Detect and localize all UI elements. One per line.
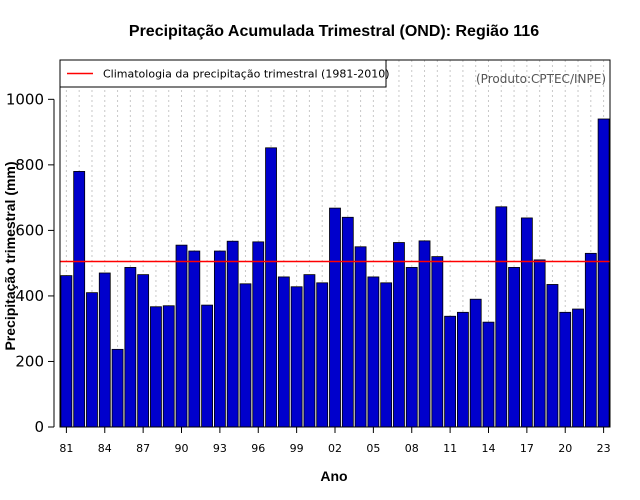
bar-2003 — [341, 216, 354, 428]
chart-title: Precipitação Acumulada Trimestral (OND):… — [129, 23, 539, 40]
bar-2005 — [367, 276, 380, 428]
bar-2007 — [393, 242, 405, 428]
bar-1994 — [226, 240, 239, 428]
bar-2020 — [559, 311, 572, 428]
x-tick-label-96: 96 — [251, 442, 265, 455]
bar-2015 — [495, 206, 508, 428]
x-tick-label-17: 17 — [520, 442, 534, 455]
y-tick-label-400: 400 — [15, 287, 44, 305]
bar-1999 — [290, 286, 303, 428]
bar-1985 — [111, 348, 124, 428]
x-tick-label-81: 81 — [59, 442, 73, 455]
bar-2021 — [572, 308, 584, 428]
bars-group — [60, 118, 610, 428]
x-tick-label-93: 93 — [213, 442, 227, 455]
bar-1998 — [277, 276, 290, 428]
bar-1997 — [265, 147, 277, 428]
bar-1990 — [175, 244, 188, 428]
bar-2000 — [303, 274, 316, 428]
bar-1983 — [86, 292, 98, 428]
bar-1995 — [239, 283, 252, 428]
credit-annotation: (Produto:CPTEC/INPE) — [476, 72, 606, 86]
bar-2004 — [354, 246, 367, 428]
x-tick-label-05: 05 — [366, 442, 380, 455]
bar-1981 — [60, 275, 73, 428]
bar-2012 — [457, 311, 469, 428]
bar-1993 — [213, 250, 226, 428]
x-tick-label-99: 99 — [290, 442, 304, 455]
x-tick-label-14: 14 — [481, 442, 495, 455]
bar-2014 — [482, 321, 495, 428]
y-tick-label-600: 600 — [15, 221, 44, 239]
x-axis: 81 84 87 90 93 96 99 02 05 08 11 14 17 20 23 — [59, 427, 611, 455]
bar-1996 — [252, 241, 265, 428]
y-tick-label-1000: 1000 — [6, 90, 44, 108]
legend: Climatologia da precipitação trimestral … — [59, 59, 390, 88]
bar-2019 — [546, 284, 559, 428]
x-tick-label-02: 02 — [328, 442, 342, 455]
x-tick-label-90: 90 — [175, 442, 189, 455]
bar-2013 — [469, 298, 482, 428]
bar-1989 — [162, 305, 175, 428]
bar-1987 — [137, 274, 150, 428]
bar-2022 — [584, 252, 597, 428]
bar-2002 — [329, 207, 341, 428]
bar-1992 — [201, 304, 213, 428]
bar-2010 — [431, 256, 444, 428]
bar-2011 — [444, 315, 457, 428]
x-tick-label-20: 20 — [558, 442, 572, 455]
y-tick-label-800: 800 — [15, 156, 44, 174]
bar-2008 — [405, 267, 418, 428]
x-tick-label-08: 08 — [405, 442, 419, 455]
y-tick-label-0: 0 — [34, 418, 44, 436]
y-axis-label: Precipitação trimestral (mm) — [2, 161, 18, 350]
y-tick-label-200: 200 — [15, 352, 44, 370]
bar-1984 — [98, 272, 111, 428]
x-tick-label-23: 23 — [597, 442, 611, 455]
x-axis-label: Ano — [320, 468, 347, 484]
y-axis: 0 200 400 600 800 1000 — [6, 90, 55, 436]
bar-2001 — [316, 282, 329, 428]
bar-2018 — [533, 259, 546, 428]
legend-box — [59, 59, 387, 88]
bar-1982 — [73, 171, 86, 428]
bar-2017 — [520, 217, 533, 428]
bar-2009 — [418, 240, 431, 428]
bar-1986 — [124, 267, 137, 428]
x-tick-label-11: 11 — [443, 442, 457, 455]
legend-entry-climatology: Climatologia da precipitação trimestral … — [103, 68, 390, 81]
bar-2023 — [597, 118, 610, 428]
bar-1988 — [150, 306, 162, 428]
bar-1991 — [188, 250, 201, 428]
bar-2016 — [508, 267, 520, 428]
x-tick-label-84: 84 — [98, 442, 112, 455]
bar-2006 — [380, 282, 393, 428]
x-tick-label-87: 87 — [136, 442, 150, 455]
